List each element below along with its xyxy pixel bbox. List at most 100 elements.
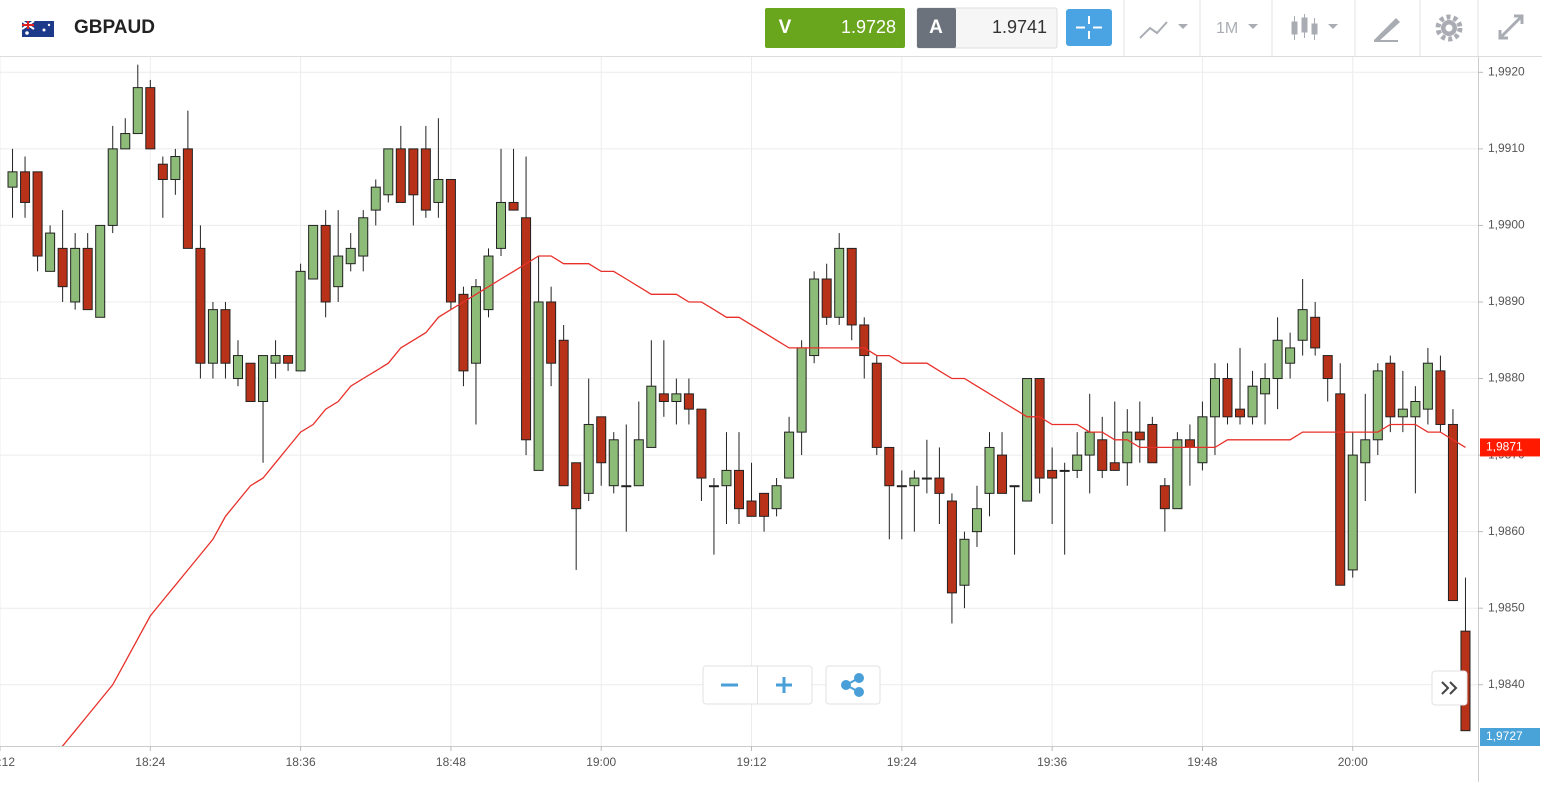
timeframe[interactable]: 1M [1216,20,1238,37]
candle-body [1159,485,1170,510]
buy-label-box [917,8,956,48]
line-price-tag [1480,438,1540,457]
x-tick-label: 19:36 [1037,755,1067,769]
candle-body [7,171,18,188]
chart-type-icon[interactable] [1139,21,1188,39]
candle-body [220,309,231,364]
candle-body [320,224,331,303]
settings-icon[interactable] [1435,14,1463,42]
candle-body [1172,439,1183,510]
candle-body [608,439,619,487]
y-tick-label: 1,9880 [1488,371,1525,385]
candle-body [771,485,782,510]
scroll-end-button[interactable] [1431,670,1468,706]
plot-area [7,64,1471,746]
crosshair-button[interactable] [1066,9,1112,46]
candle-body [871,362,882,448]
candle-body [621,485,632,488]
sell-label: V [779,17,792,38]
candle-body [1260,378,1271,395]
candle-body [1147,423,1158,464]
toolbar-separators [1123,0,1479,56]
candle-body [232,355,243,380]
candle-body [546,301,557,364]
candle-body [834,247,845,318]
symbol: GBPAUD [74,17,155,38]
candle-body [107,148,118,226]
candle-body [683,393,694,410]
last-price-tag [1480,728,1540,746]
sell-button[interactable] [765,8,905,48]
zoom-controls [702,665,1468,706]
candle-body [207,309,218,364]
candle-body [1322,355,1333,380]
candle-body [896,485,907,488]
candle-body [984,446,995,494]
candle-body [157,163,168,180]
y-tick-label: 1,9920 [1488,64,1525,78]
y-tick-label: 1,9890 [1488,294,1525,308]
zoom-in[interactable] [776,677,792,693]
candle-body [934,477,945,494]
y-tick-label: 1,9860 [1488,524,1525,538]
candle-body [508,201,519,211]
candle-body [132,87,143,135]
line-price-tag-label: 1,9871 [1486,440,1523,454]
candle-body [270,355,281,364]
candle-body [1047,469,1058,479]
candle-body [82,247,93,311]
candle-body [1197,416,1208,464]
scroll-end-icon [1441,681,1458,695]
x-tick-label: 18:12 [0,755,15,769]
candle-body [408,148,419,196]
candle-body [258,355,269,403]
candle-body [1222,378,1233,418]
candle-body [345,247,356,265]
candle-body [1297,309,1308,341]
candle-body [971,508,982,533]
candle-body [195,247,206,364]
candle-body [521,217,532,441]
candle-body [733,469,745,510]
candle-body [596,416,607,464]
candle-body [859,324,870,357]
candle-body [45,232,56,272]
candle-body [470,286,481,364]
x-tick-label: 19:48 [1187,755,1217,769]
candle-body [483,255,494,311]
candle-body [458,293,469,372]
expand-icon[interactable] [1498,14,1524,40]
candle-body [308,224,319,280]
candle-body [646,385,657,448]
candle-body [1347,454,1358,571]
candle-body [921,477,932,480]
candle-body [997,454,1008,494]
share-button[interactable] [825,665,881,705]
candle-body [1022,378,1033,502]
candle-icon[interactable] [1291,14,1338,40]
candle-body [1385,362,1396,418]
candle-body [1447,423,1458,602]
candle-body [445,178,456,303]
draw-icon[interactable] [1374,18,1400,42]
y-tick-label: 1,9900 [1488,218,1525,232]
candle-body [533,301,544,471]
last-price-tag-label: 1,9727 [1486,729,1523,743]
y-tick-label: 1,9910 [1488,141,1525,155]
candle-body [1209,378,1220,418]
candle-body [1072,454,1083,471]
x-tick-label: 18:36 [286,755,316,769]
candle-body [120,133,131,150]
sell-price: 1.9728 [841,17,896,37]
candle-body [884,446,895,487]
candle-body [1247,385,1258,418]
candle-body [1184,439,1195,448]
x-tick-label: 19:00 [586,755,616,769]
candle-body [145,87,156,150]
candle-body [1310,316,1321,349]
candle-body [95,224,106,318]
x-tick-label: 19:12 [737,755,767,769]
candle-body [1410,401,1421,418]
